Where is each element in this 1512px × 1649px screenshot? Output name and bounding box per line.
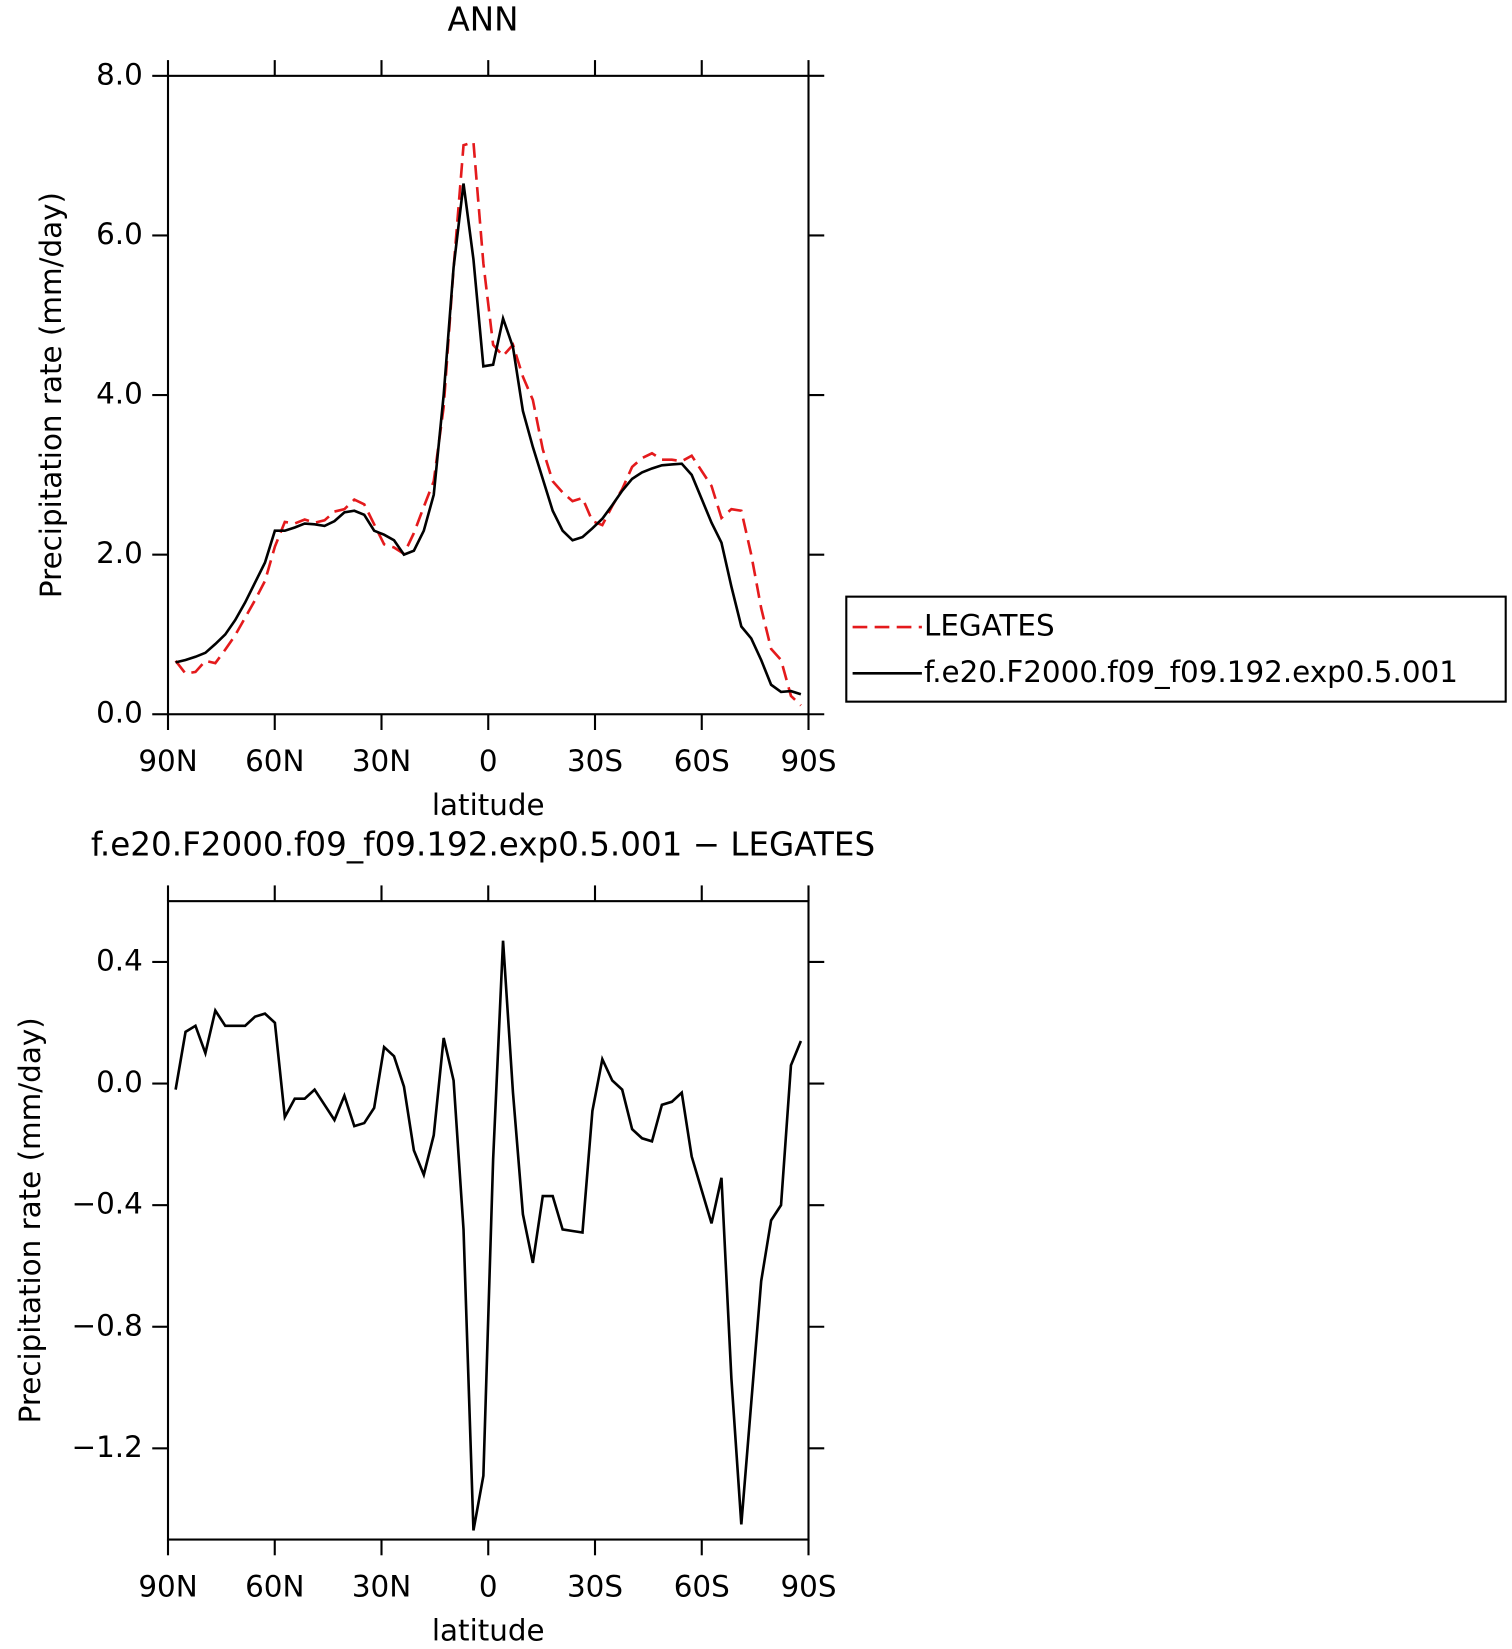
x-tick-label: 30S [567,1569,623,1603]
x-tick-label: 30S [567,744,623,778]
legend-box [845,595,1507,703]
y-tick-label: −1.2 [71,1430,142,1464]
x-tick-label: 60N [245,744,304,778]
y-tick-label: 8.0 [96,57,143,91]
y-tick-label: 2.0 [96,536,143,570]
x-tick-label: 0 [479,744,498,778]
plot-frame [166,900,810,1541]
plot-frame [166,74,810,716]
chart-title: ANN [448,0,519,38]
data-line [174,940,803,1531]
y-tick-label: −0.4 [71,1187,142,1221]
y-axis-label: Precipitation rate (mm/day) [34,192,68,598]
x-tick-label: 30N [352,1569,411,1603]
x-tick-label: 60S [674,744,730,778]
y-tick-label: 0.0 [96,696,143,730]
x-tick-label: 60N [245,1569,304,1603]
chart-title: f.e20.F2000.f09_f09.192.exp0.5.001 − LEG… [91,826,875,864]
x-tick-label: 90S [780,1569,836,1603]
data-line [175,183,802,696]
data-line [174,140,802,707]
y-axis-label: Precipitation rate (mm/day) [13,1017,47,1423]
x-tick-label: 90N [138,1569,197,1603]
x-tick-label: 30N [352,744,411,778]
y-tick-label: 4.0 [96,377,143,411]
x-tick-label: 90S [780,744,836,778]
x-axis-label: latitude [432,1613,545,1647]
y-tick-label: 0.0 [96,1065,143,1099]
x-tick-label: 0 [479,1569,498,1603]
legend-label: LEGATES [924,609,1055,643]
x-axis-label: latitude [432,788,545,822]
x-tick-label: 90N [138,744,197,778]
y-tick-label: −0.8 [71,1308,142,1342]
x-tick-label: 60S [674,1569,730,1603]
y-tick-label: 6.0 [96,217,143,251]
legend-label: f.e20.F2000.f09_f09.192.exp0.5.001 [924,655,1458,689]
y-tick-label: 0.4 [96,943,143,977]
